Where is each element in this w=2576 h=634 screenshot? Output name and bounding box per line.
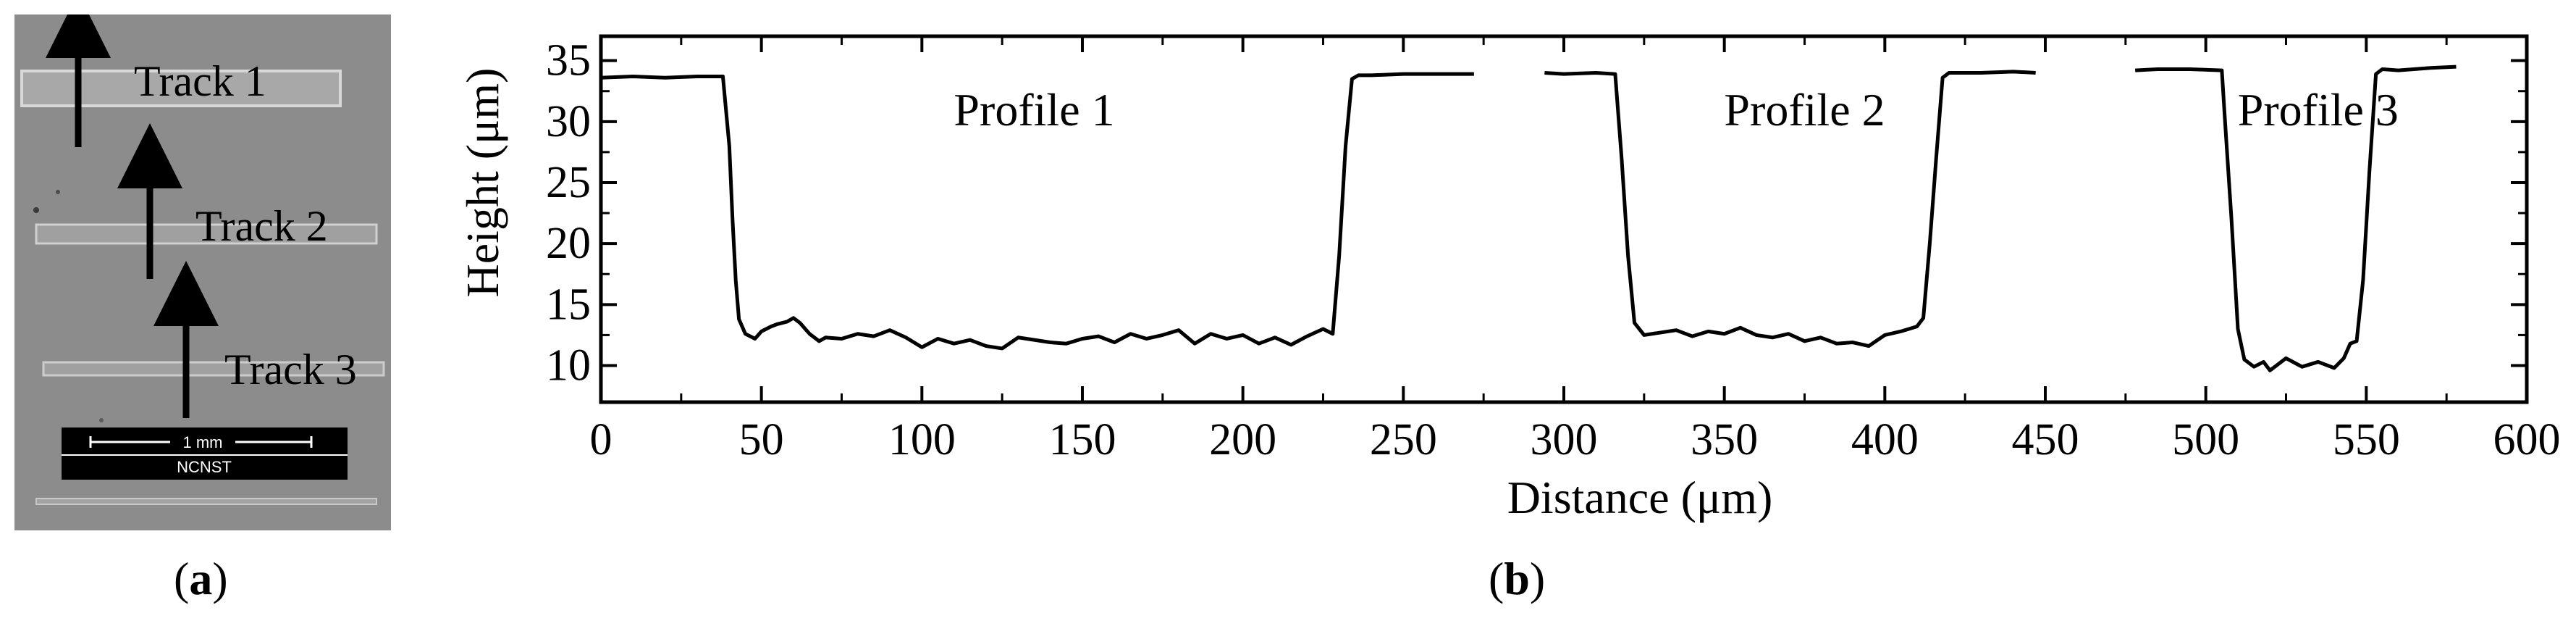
surface-speck <box>165 165 168 168</box>
x-tick-label: 550 <box>2333 415 2400 464</box>
profile-line-2 <box>1544 70 2036 349</box>
scale-bar-text-bg <box>170 435 235 451</box>
x-tick-label: 450 <box>2012 415 2079 464</box>
track-1 <box>20 70 342 107</box>
profile-line-1 <box>600 72 1474 351</box>
y-tick-label: 35 <box>546 36 591 85</box>
scale-bar-length: 1 mm <box>183 433 223 451</box>
x-tick-label: 50 <box>739 415 784 464</box>
x-tick-label: 250 <box>1370 415 1437 464</box>
x-tick-label: 400 <box>1851 415 1919 464</box>
sem-micrograph: Track 1 Track 2 Track 3 1 mm NCNST <box>14 14 391 530</box>
y-axis-label: Height (μm) <box>463 68 508 298</box>
track-3 <box>42 361 385 377</box>
track-2 <box>35 223 378 245</box>
x-tick-label: 200 <box>1209 415 1276 464</box>
surface-speck <box>56 190 60 194</box>
x-tick-label: 0 <box>590 415 613 464</box>
y-tick-label: 20 <box>546 219 591 268</box>
height-profile-chart: 0 50 100 150 200 250 300 350 400 450 500 550 600 10 15… <box>463 34 2561 523</box>
y-tick-label: 30 <box>546 97 591 146</box>
panel-a-label: (a) <box>174 553 228 604</box>
panel-b-label: (b) <box>1489 553 1546 604</box>
institution-label: NCNST <box>177 458 232 476</box>
surface-speck <box>33 207 39 213</box>
track-label-2: Track 2 <box>195 202 328 250</box>
x-tick-label: 100 <box>888 415 956 464</box>
profile-annotation-1: Profile 1 <box>954 84 1114 135</box>
profile-annotation-2: Profile 2 <box>1724 84 1885 135</box>
x-tick-label: 600 <box>2493 415 2561 464</box>
y-tick-label: 25 <box>546 158 591 207</box>
x-tick-label: 300 <box>1531 415 1598 464</box>
profile-annotation-3: Profile 3 <box>2238 84 2399 135</box>
track-label-3: Track 3 <box>224 346 357 393</box>
x-tick-label: 150 <box>1049 415 1116 464</box>
track-label-1: Track 1 <box>134 57 266 105</box>
surface-speck <box>99 418 104 422</box>
y-tick-label: 10 <box>546 341 591 391</box>
profile-line-3 <box>2134 64 2457 372</box>
track-4 <box>35 498 377 505</box>
y-tick-label: 15 <box>546 280 591 329</box>
x-axis-label: Distance (μm) <box>1507 472 1773 523</box>
x-tick-label: 350 <box>1691 415 1758 464</box>
x-tick-label: 500 <box>2172 415 2239 464</box>
